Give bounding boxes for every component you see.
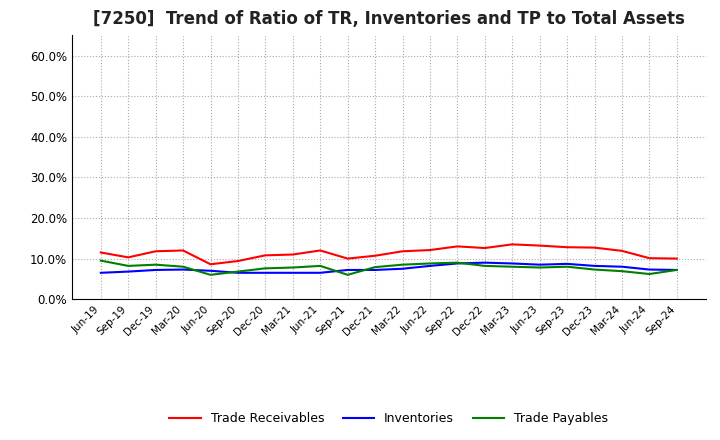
Inventories <box>508 261 516 266</box>
Trade Payables <box>151 262 160 268</box>
Trade Payables <box>618 268 626 274</box>
Trade Payables <box>371 264 379 270</box>
Line: Trade Receivables: Trade Receivables <box>101 244 677 264</box>
Trade Receivables <box>453 244 462 249</box>
Trade Payables <box>480 263 489 268</box>
Inventories <box>289 270 297 275</box>
Inventories <box>426 263 434 268</box>
Trade Payables <box>124 263 132 268</box>
Inventories <box>316 270 325 275</box>
Inventories <box>618 264 626 269</box>
Inventories <box>151 268 160 273</box>
Trade Receivables <box>672 256 681 261</box>
Inventories <box>124 269 132 274</box>
Trade Receivables <box>371 253 379 258</box>
Trade Payables <box>590 267 599 272</box>
Trade Payables <box>672 268 681 273</box>
Trade Payables <box>206 272 215 278</box>
Trade Payables <box>179 264 187 269</box>
Trade Payables <box>426 261 434 266</box>
Line: Trade Payables: Trade Payables <box>101 260 677 275</box>
Inventories <box>590 263 599 268</box>
Inventories <box>233 270 242 275</box>
Trade Receivables <box>151 249 160 254</box>
Trade Payables <box>563 264 572 269</box>
Inventories <box>343 268 352 273</box>
Trade Payables <box>316 263 325 268</box>
Trade Receivables <box>96 250 105 255</box>
Line: Inventories: Inventories <box>101 263 677 273</box>
Trade Receivables <box>233 258 242 264</box>
Trade Receivables <box>124 255 132 260</box>
Trade Payables <box>453 260 462 265</box>
Trade Receivables <box>645 256 654 261</box>
Trade Payables <box>536 265 544 270</box>
Trade Receivables <box>480 246 489 251</box>
Inventories <box>563 261 572 267</box>
Trade Receivables <box>289 252 297 257</box>
Trade Payables <box>508 264 516 269</box>
Trade Receivables <box>343 256 352 261</box>
Trade Payables <box>233 269 242 274</box>
Trade Receivables <box>206 262 215 267</box>
Trade Receivables <box>426 247 434 253</box>
Inventories <box>398 266 407 271</box>
Trade Payables <box>398 262 407 268</box>
Trade Payables <box>343 272 352 278</box>
Trade Receivables <box>590 245 599 250</box>
Legend: Trade Receivables, Inventories, Trade Payables: Trade Receivables, Inventories, Trade Pa… <box>164 407 613 430</box>
Trade Receivables <box>316 248 325 253</box>
Inventories <box>453 261 462 266</box>
Inventories <box>645 267 654 272</box>
Inventories <box>371 268 379 273</box>
Inventories <box>206 268 215 273</box>
Inventories <box>261 270 270 275</box>
Trade Payables <box>96 258 105 263</box>
Trade Receivables <box>508 242 516 247</box>
Title: [7250]  Trend of Ratio of TR, Inventories and TP to Total Assets: [7250] Trend of Ratio of TR, Inventories… <box>93 10 685 28</box>
Trade Payables <box>261 266 270 271</box>
Trade Receivables <box>618 248 626 253</box>
Trade Receivables <box>563 245 572 250</box>
Trade Receivables <box>398 249 407 254</box>
Trade Receivables <box>179 248 187 253</box>
Trade Payables <box>289 265 297 270</box>
Inventories <box>536 262 544 268</box>
Inventories <box>480 260 489 265</box>
Inventories <box>96 270 105 275</box>
Inventories <box>672 268 681 273</box>
Trade Receivables <box>536 243 544 248</box>
Trade Payables <box>645 271 654 277</box>
Inventories <box>179 267 187 272</box>
Trade Receivables <box>261 253 270 258</box>
